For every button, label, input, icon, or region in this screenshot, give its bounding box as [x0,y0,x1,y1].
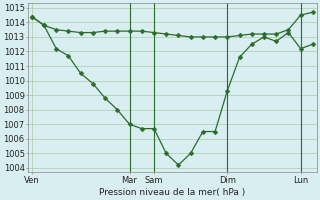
X-axis label: Pression niveau de la mer( hPa ): Pression niveau de la mer( hPa ) [99,188,245,197]
